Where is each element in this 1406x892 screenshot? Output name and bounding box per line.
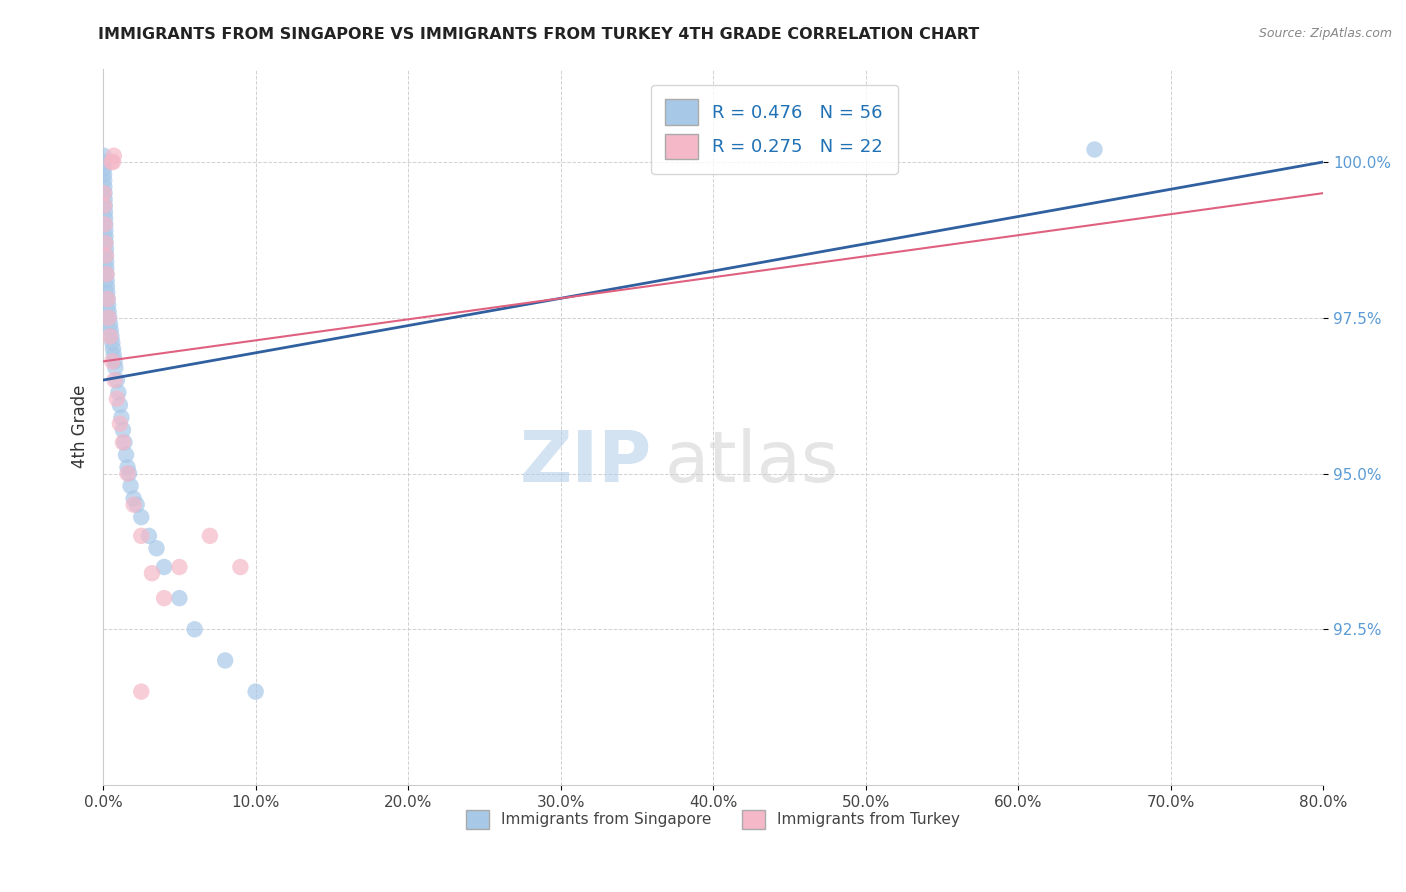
Point [93, 217, 115, 231]
Point [122, 498, 145, 512]
Point [93, 174, 115, 188]
Point [93, 155, 115, 169]
Point [94, 198, 117, 212]
Point [114, 435, 136, 450]
Point [107, 385, 129, 400]
Point [101, 342, 124, 356]
Point [93, 180, 115, 194]
Point [108, 398, 131, 412]
Point [214, 653, 236, 667]
Point [100, 155, 122, 169]
Point [101, 335, 124, 350]
Point [105, 392, 128, 406]
Point [94, 223, 117, 237]
Point [117, 460, 139, 475]
Point [94, 217, 117, 231]
Y-axis label: 4th Grade: 4th Grade [72, 385, 89, 468]
Text: Source: ZipAtlas.com: Source: ZipAtlas.com [1258, 27, 1392, 40]
Point [97, 298, 120, 312]
Point [96, 273, 118, 287]
Point [93, 193, 115, 207]
Point [169, 560, 191, 574]
Point [97, 310, 120, 325]
Point [93, 198, 115, 212]
Point [120, 479, 142, 493]
Point [97, 304, 120, 318]
Point [153, 591, 176, 606]
Point [103, 348, 125, 362]
Point [129, 510, 152, 524]
Point [94, 204, 117, 219]
Point [111, 435, 134, 450]
Point [141, 566, 163, 581]
Point [94, 229, 117, 244]
Point [96, 267, 118, 281]
Legend: Immigrants from Singapore, Immigrants from Turkey: Immigrants from Singapore, Immigrants fr… [460, 804, 966, 835]
Point [93, 161, 115, 176]
Text: atlas: atlas [665, 428, 839, 497]
Point [111, 423, 134, 437]
Point [94, 235, 117, 250]
Point [125, 498, 148, 512]
Point [198, 529, 221, 543]
Point [129, 529, 152, 543]
Point [103, 354, 125, 368]
Point [93, 149, 115, 163]
Point [103, 373, 125, 387]
Point [94, 211, 117, 225]
Point [169, 591, 191, 606]
Point [108, 417, 131, 431]
Point [94, 242, 117, 256]
Point [122, 491, 145, 506]
Point [98, 329, 121, 343]
Point [103, 149, 125, 163]
Point [117, 467, 139, 481]
Point [96, 279, 118, 293]
Point [100, 329, 122, 343]
Text: IMMIGRANTS FROM SINGAPORE VS IMMIGRANTS FROM TURKEY 4TH GRADE CORRELATION CHART: IMMIGRANTS FROM SINGAPORE VS IMMIGRANTS … [98, 27, 980, 42]
Point [96, 292, 118, 306]
Point [105, 373, 128, 387]
Point [229, 560, 252, 574]
Text: ZIP: ZIP [520, 428, 652, 497]
Point [104, 360, 127, 375]
Point [97, 292, 120, 306]
Point [183, 623, 205, 637]
Point [129, 684, 152, 698]
Point [96, 260, 118, 275]
Point [100, 323, 122, 337]
Point [94, 248, 117, 262]
Point [96, 285, 118, 300]
Point [93, 186, 115, 201]
Point [94, 248, 117, 262]
Point [96, 254, 118, 268]
Point [98, 317, 121, 331]
Point [101, 354, 124, 368]
Point [115, 448, 138, 462]
Point [118, 467, 141, 481]
Point [145, 541, 167, 556]
Point [101, 155, 124, 169]
Point [110, 410, 132, 425]
Point [138, 529, 160, 543]
Point [245, 684, 267, 698]
Point [98, 310, 121, 325]
Point [93, 186, 115, 201]
Point [96, 267, 118, 281]
Point [94, 235, 117, 250]
Point [1083, 143, 1105, 157]
Point [93, 168, 115, 182]
Point [153, 560, 176, 574]
